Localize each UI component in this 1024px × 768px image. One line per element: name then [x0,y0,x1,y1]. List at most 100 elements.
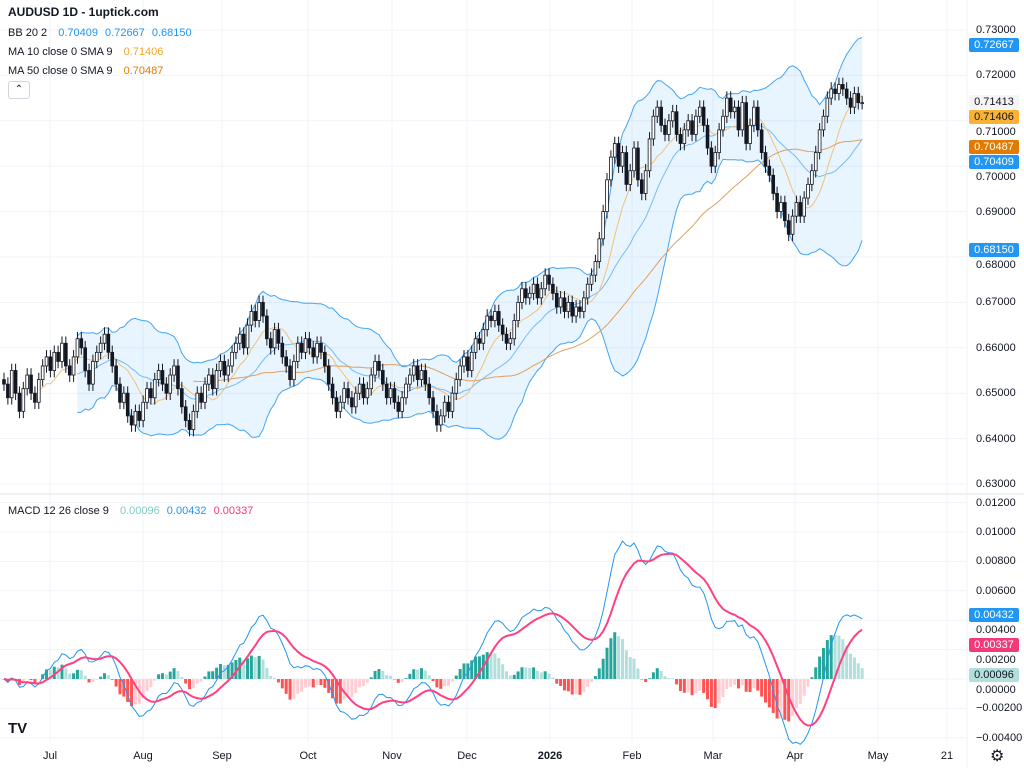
candle [558,297,563,308]
macd-histogram-bar [103,673,107,679]
candle [496,311,501,326]
macd-histogram-bar [95,679,99,680]
time-axis-label: Aug [133,750,153,762]
candle [767,165,772,176]
macd-histogram-bar [273,677,277,679]
macd-tick-label: 0.00400 [976,624,1016,637]
macd-tick-label: −0.00200 [976,702,1023,715]
candle [589,274,594,285]
candle [29,374,33,394]
gear-icon[interactable]: ⚙ [990,748,1005,765]
macd-histogram-bar [249,655,253,679]
macd-histogram-bar [91,679,95,682]
macd-histogram-bar [470,660,474,679]
macd-histogram-bar [675,679,679,685]
tradingview-logo-icon[interactable]: TV [8,720,28,737]
candle [272,329,277,349]
legend-ma50[interactable]: MA 50 close 0 SMA 9 0.70487 [8,65,163,77]
candle [419,370,424,380]
candle [643,170,648,194]
legend-bb-basis: 0.70409 [58,27,98,39]
candle [230,351,234,367]
macd-histogram-bar [655,668,659,679]
candle [848,97,853,108]
candle [404,383,408,399]
candle [36,379,41,403]
candle [686,120,690,131]
candle [350,397,354,408]
macd-histogram-bar [454,675,458,679]
candle [9,370,14,399]
candle [427,383,432,399]
candle [164,383,169,394]
macd-histogram-bar [443,679,447,687]
legend-bb[interactable]: BB 20 2 0.70409 0.72667 0.68150 [8,27,192,39]
candle [516,301,520,321]
macd-histogram-bar [512,674,516,679]
candle [133,410,138,426]
price-tick-label: 0.67000 [976,296,1016,309]
candle [504,333,509,344]
macd-histogram-bar [211,671,215,679]
macd-histogram-bar [528,667,532,679]
candle [713,152,718,167]
candle [2,379,6,385]
candle [40,365,45,380]
macd-histogram-bar [609,638,613,679]
legend-ma10[interactable]: MA 10 close 0 SMA 9 0.71406 [8,46,163,58]
macd-histogram-bar [106,675,110,679]
macd-histogram-bar [122,679,126,697]
candle [284,356,288,367]
macd-histogram-bar [562,679,566,691]
price-tick-label: 0.70000 [976,171,1016,184]
candle [790,215,795,235]
candle [810,170,814,185]
macd-histogram-bar [640,679,644,680]
collapse-legend-button[interactable]: ⌃ [8,81,30,99]
macd-histogram-bar [284,679,288,694]
bb-lower-line [77,158,863,440]
candle [187,420,192,430]
candle [841,84,845,90]
macd-histogram-bar [845,645,849,679]
candle [303,338,308,353]
macd-histogram-bar [810,677,814,679]
macd-histogram-bar [539,672,543,679]
candle [183,406,188,421]
macd-tick-label: 0.01000 [976,526,1016,538]
macd-histogram-bar [334,679,338,704]
macd-histogram-bar [767,679,771,708]
macd-histogram-bar [68,673,72,679]
candle [106,333,111,353]
legend-macd[interactable]: MACD 12 26 close 9 0.00096 0.00432 0.003… [8,505,253,517]
candle [833,88,837,94]
macd-histogram-bar [164,674,168,679]
bollinger-bands [77,37,863,440]
candle [257,301,261,321]
macd-histogram-bar [601,658,605,679]
macd-histogram-bar [694,679,698,694]
macd-histogram-bar [276,679,280,683]
candle [71,356,76,376]
candle [342,388,346,403]
macd-histogram-bar [516,671,520,679]
macd-histogram-bar [323,679,327,688]
macd-histogram-bar [37,679,41,680]
candle [450,392,455,412]
macd-histogram-bar [775,679,779,719]
candle [172,365,176,376]
macd-histogram-bar [532,667,536,679]
macd-histogram-bar [176,671,180,679]
macd-histogram-bar [849,653,853,679]
legend-ma10-label: MA 10 close 0 SMA 9 [8,46,113,58]
candle [381,370,385,385]
candle [218,361,223,371]
candle [377,361,381,371]
time-axis-label: Dec [457,750,477,762]
candle [114,365,118,385]
candle [210,374,215,390]
candle [454,379,459,394]
price-badge: 0.71406 [969,110,1019,125]
macd-histogram-bar [497,658,501,679]
